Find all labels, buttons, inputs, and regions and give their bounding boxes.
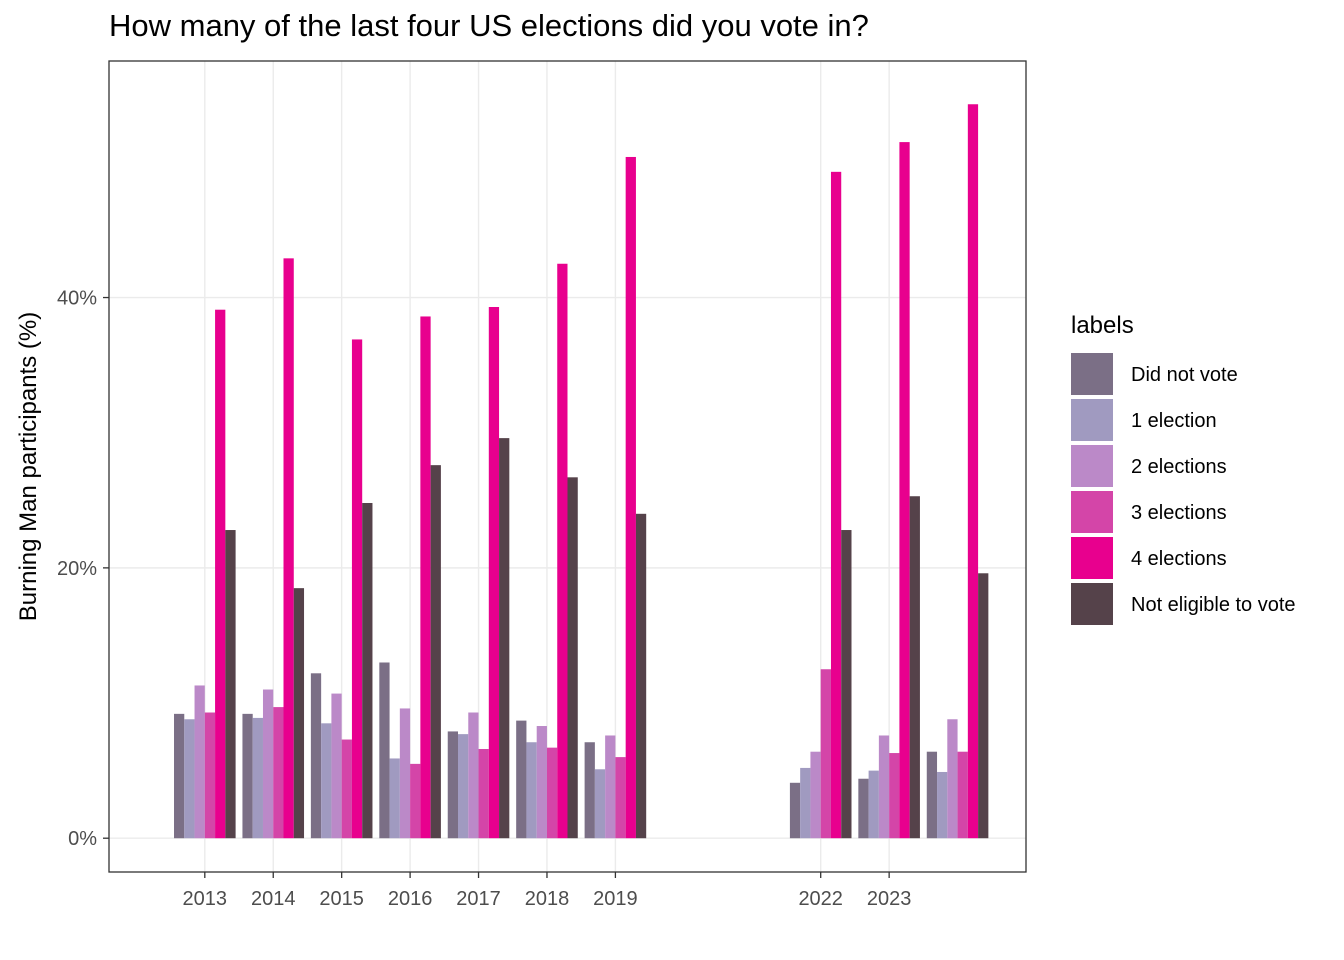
bar-not-eligible-to-vote-2023 (909, 496, 920, 839)
x-tick-label: 2017 (456, 888, 501, 910)
legend-key-swatch (1071, 491, 1113, 533)
bar-4-elections-2013 (215, 309, 226, 839)
x-tick-label: 2022 (798, 888, 843, 910)
bar-3-elections-2013 (204, 712, 216, 839)
bar-2-elections-2024 (947, 719, 958, 839)
bar-3-elections-2017 (478, 748, 489, 839)
bar-1-election-2015 (321, 723, 332, 839)
bar-not-eligible-to-vote-2017 (499, 438, 510, 839)
bar-3-elections-2018 (546, 747, 558, 839)
bar-3-elections-2022 (820, 669, 831, 839)
bar-did-not-vote-2019 (584, 742, 595, 839)
bar-did-not-vote-2022 (789, 782, 801, 839)
legend-key-swatch (1071, 445, 1113, 487)
bar-4-elections-2016 (420, 316, 431, 839)
legend-title: labels (1071, 312, 1134, 339)
bar-4-elections-2024 (967, 104, 979, 839)
axes: 0% 20% 40% 2013 2014 2015 2016 2017 2018 2019 2022… (57, 288, 911, 910)
legend: labels Did not vote 1 election 2 elections 3… (1071, 312, 1296, 625)
bar-not-eligible-to-vote-2015 (362, 502, 373, 839)
bar-not-eligible-to-vote-2014 (293, 588, 305, 839)
bar-not-eligible-to-vote-2022 (841, 530, 852, 839)
x-tick-label: 2023 (867, 888, 912, 910)
bar-4-elections-2018 (557, 263, 568, 839)
legend-label: 2 elections (1131, 456, 1227, 478)
bar-1-election-2017 (458, 734, 469, 839)
bar-3-elections-2024 (957, 751, 968, 839)
bar-did-not-vote-2017 (447, 731, 459, 839)
legend-key-swatch (1071, 353, 1113, 395)
bar-4-elections-2023 (899, 142, 910, 839)
bar-1-election-2018 (526, 742, 537, 839)
legend-key-swatch (1071, 537, 1113, 579)
bar-4-elections-2022 (830, 171, 842, 839)
bar-2-elections-2019 (605, 735, 616, 839)
bar-did-not-vote-2015 (310, 673, 322, 839)
legend-label: 4 elections (1131, 548, 1227, 570)
bar-2-elections-2015 (331, 693, 342, 839)
bar-did-not-vote-2013 (174, 713, 185, 839)
bar-2-elections-2022 (810, 751, 821, 839)
x-tick-label: 2016 (388, 888, 433, 910)
y-tick-label: 40% (57, 288, 97, 310)
bar-4-elections-2015 (351, 339, 363, 839)
x-tick-label: 2014 (251, 888, 296, 910)
bar-1-election-2023 (868, 770, 879, 839)
bar-did-not-vote-2023 (858, 778, 869, 839)
bar-not-eligible-to-vote-2013 (225, 530, 236, 839)
bar-not-eligible-to-vote-2016 (430, 465, 441, 839)
bar-not-eligible-to-vote-2019 (635, 513, 647, 839)
legend-key-swatch (1071, 583, 1113, 625)
bar-not-eligible-to-vote-2024 (978, 573, 989, 839)
bar-4-elections-2019 (625, 156, 636, 839)
x-tick-label: 2018 (525, 888, 570, 910)
bar-4-elections-2014 (283, 258, 294, 839)
bar-3-elections-2023 (889, 753, 900, 839)
legend-label: 3 elections (1131, 502, 1227, 524)
plot-panel-border (108, 60, 1027, 873)
bar-3-elections-2014 (273, 707, 284, 839)
bar-not-eligible-to-vote-2018 (567, 477, 578, 839)
bar-3-elections-2015 (341, 739, 352, 839)
bar-did-not-vote-2014 (242, 713, 253, 839)
bar-2-elections-2017 (468, 712, 479, 839)
bar-did-not-vote-2024 (926, 751, 938, 839)
bar-3-elections-2019 (615, 757, 626, 839)
x-tick-label: 2019 (593, 888, 638, 910)
legend-label: Not eligible to vote (1131, 594, 1296, 616)
bar-1-election-2024 (937, 771, 948, 839)
bar-1-election-2013 (184, 719, 195, 839)
y-tick-label: 20% (57, 558, 97, 580)
y-tick-label: 0% (68, 828, 97, 850)
bar-2-elections-2013 (194, 685, 205, 839)
legend-key-swatch (1071, 399, 1113, 441)
bar-2-elections-2023 (878, 735, 890, 839)
chart-title: How many of the last four US elections d… (109, 8, 869, 43)
bar-1-election-2016 (389, 758, 400, 839)
bar-2-elections-2018 (536, 726, 547, 839)
x-tick-label: 2013 (183, 888, 228, 910)
legend-label: Did not vote (1131, 364, 1238, 386)
bar-1-election-2019 (594, 769, 606, 839)
bar-did-not-vote-2018 (516, 720, 527, 839)
legend-label: 1 election (1131, 410, 1217, 432)
bar-1-election-2022 (800, 767, 811, 839)
bar-2-elections-2016 (399, 708, 411, 839)
bar-3-elections-2016 (410, 763, 421, 839)
bar-1-election-2014 (252, 717, 263, 839)
bar-did-not-vote-2016 (379, 662, 390, 839)
bar-2-elections-2014 (262, 689, 274, 839)
bar-4-elections-2017 (488, 307, 500, 839)
y-axis-title: Burning Man participants (%) (15, 312, 42, 621)
bars (174, 104, 989, 839)
x-tick-label: 2015 (319, 888, 364, 910)
